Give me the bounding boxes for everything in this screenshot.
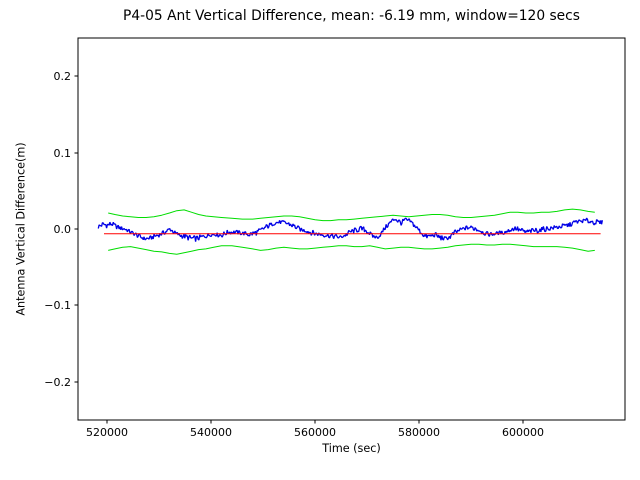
y-tick-label: 0.1 — [54, 147, 72, 160]
y-tick-label: −0.2 — [44, 376, 71, 389]
y-tick-label: 0.0 — [54, 223, 72, 236]
series-lower-envelope — [108, 243, 595, 255]
x-axis-label: Time (sec) — [322, 442, 381, 455]
x-tick-label: 540000 — [190, 426, 232, 439]
y-tick-label: −0.1 — [44, 299, 71, 312]
chart-title: P4-05 Ant Vertical Difference, mean: -6.… — [123, 8, 580, 24]
x-tick-label: 560000 — [294, 426, 336, 439]
y-tick-label: 0.2 — [54, 70, 72, 83]
x-tick-label: 520000 — [86, 426, 128, 439]
series-upper-envelope — [108, 208, 595, 222]
x-tick-label: 600000 — [502, 426, 544, 439]
series-antenna-vertical-difference — [97, 217, 604, 242]
x-tick-label: 580000 — [398, 426, 440, 439]
